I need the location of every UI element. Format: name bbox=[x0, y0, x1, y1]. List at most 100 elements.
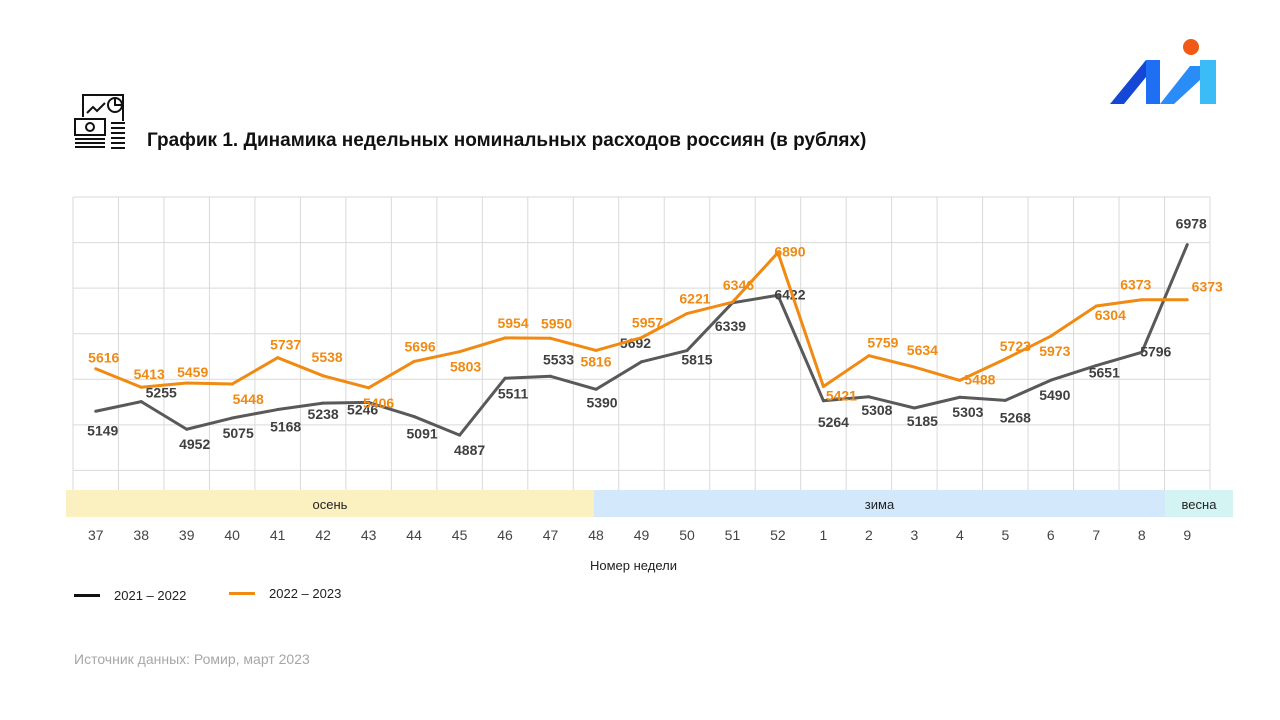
data-label: 6304 bbox=[1095, 307, 1126, 323]
x-tick-label: 51 bbox=[725, 527, 741, 543]
data-label: 5973 bbox=[1039, 343, 1070, 359]
season-label: осень bbox=[313, 497, 348, 512]
data-point bbox=[912, 365, 916, 369]
data-label: 4887 bbox=[454, 442, 485, 458]
data-point bbox=[685, 349, 689, 353]
data-label: 5185 bbox=[907, 413, 938, 429]
data-label: 6339 bbox=[715, 318, 746, 334]
data-label: 6978 bbox=[1176, 216, 1207, 232]
x-axis-title: Номер недели bbox=[590, 558, 677, 573]
x-tick-label: 6 bbox=[1047, 527, 1055, 543]
data-label: 5421 bbox=[826, 387, 857, 403]
x-tick-label: 4 bbox=[956, 527, 964, 543]
x-tick-label: 44 bbox=[406, 527, 422, 543]
chart-title: График 1. Динамика недельных номинальных… bbox=[147, 130, 867, 151]
data-point bbox=[958, 378, 962, 382]
data-point bbox=[912, 406, 916, 410]
data-label: 5238 bbox=[308, 406, 339, 422]
data-point bbox=[458, 350, 462, 354]
data-point bbox=[1185, 298, 1189, 302]
data-point bbox=[412, 359, 416, 363]
data-point bbox=[776, 251, 780, 255]
data-point bbox=[1185, 243, 1189, 247]
data-point bbox=[1140, 350, 1144, 354]
data-point bbox=[321, 374, 325, 378]
data-point bbox=[367, 400, 371, 404]
data-label: 5168 bbox=[270, 419, 301, 435]
x-tick-label: 49 bbox=[634, 527, 650, 543]
data-point bbox=[1140, 298, 1144, 302]
data-label: 5723 bbox=[1000, 338, 1031, 354]
data-label: 6422 bbox=[774, 286, 805, 302]
data-point bbox=[1003, 398, 1007, 402]
data-label: 5950 bbox=[541, 315, 572, 331]
x-tick-label: 40 bbox=[224, 527, 240, 543]
data-point bbox=[640, 336, 643, 340]
data-label: 5759 bbox=[867, 335, 898, 351]
x-tick-label: 52 bbox=[770, 527, 786, 543]
data-point bbox=[94, 367, 98, 371]
data-label: 5459 bbox=[177, 364, 208, 380]
data-point bbox=[458, 433, 462, 437]
legend-label: 2021 – 2022 bbox=[114, 588, 187, 603]
data-label: 5075 bbox=[223, 425, 254, 441]
data-point bbox=[1049, 334, 1053, 338]
data-label: 5815 bbox=[681, 352, 712, 368]
data-point bbox=[821, 384, 825, 388]
x-tick-label: 45 bbox=[452, 527, 468, 543]
data-label: 6373 bbox=[1192, 279, 1223, 295]
data-point bbox=[94, 409, 98, 413]
data-label: 5255 bbox=[146, 385, 177, 401]
data-label: 5796 bbox=[1140, 343, 1171, 359]
data-label: 6373 bbox=[1120, 277, 1151, 293]
data-label: 5511 bbox=[498, 385, 529, 401]
data-point bbox=[230, 416, 234, 420]
x-tick-label: 47 bbox=[543, 527, 559, 543]
x-tick-label: 2 bbox=[865, 527, 873, 543]
season-label: весна bbox=[1182, 497, 1218, 512]
data-point bbox=[958, 395, 962, 399]
data-label: 5149 bbox=[87, 422, 118, 438]
data-point bbox=[1094, 364, 1098, 368]
data-point bbox=[594, 387, 598, 391]
x-tick-label: 43 bbox=[361, 527, 377, 543]
legend-swatch bbox=[74, 594, 100, 597]
x-tick-label: 42 bbox=[315, 527, 331, 543]
x-tick-label: 50 bbox=[679, 527, 695, 543]
data-label: 5692 bbox=[620, 335, 651, 351]
data-label: 5268 bbox=[1000, 409, 1031, 425]
x-tick-label: 48 bbox=[588, 527, 604, 543]
data-label: 6890 bbox=[774, 244, 805, 260]
legend-item-2021-2022: 2021 – 2022 bbox=[74, 588, 186, 603]
data-point bbox=[367, 386, 371, 390]
data-label: 5406 bbox=[363, 395, 394, 411]
logo bbox=[1110, 39, 1216, 104]
data-label: 5651 bbox=[1089, 365, 1120, 381]
x-tick-label: 41 bbox=[270, 527, 286, 543]
data-point bbox=[821, 399, 825, 403]
season-label: зима bbox=[865, 497, 895, 512]
data-point bbox=[139, 385, 143, 389]
data-label: 5413 bbox=[134, 366, 165, 382]
data-point bbox=[776, 293, 780, 297]
data-label: 5264 bbox=[818, 414, 849, 430]
data-label: 5308 bbox=[861, 402, 892, 418]
data-label: 6221 bbox=[679, 291, 710, 307]
data-point bbox=[503, 336, 507, 340]
data-point bbox=[730, 300, 734, 304]
legend-label: 2022 – 2023 bbox=[269, 586, 342, 601]
data-label: 5957 bbox=[632, 315, 663, 331]
data-point bbox=[412, 415, 416, 419]
season-band bbox=[594, 490, 1165, 517]
x-tick-label: 8 bbox=[1138, 527, 1146, 543]
data-label: 5816 bbox=[580, 353, 611, 369]
data-label: 5737 bbox=[270, 337, 301, 353]
data-label: 6346 bbox=[723, 277, 754, 293]
data-point bbox=[594, 348, 598, 352]
x-tick-label: 38 bbox=[133, 527, 149, 543]
data-point bbox=[276, 356, 280, 360]
legend-item-2022-2023: 2022 – 2023 bbox=[229, 586, 341, 601]
data-label: 4952 bbox=[179, 436, 210, 452]
data-point bbox=[1003, 357, 1007, 361]
